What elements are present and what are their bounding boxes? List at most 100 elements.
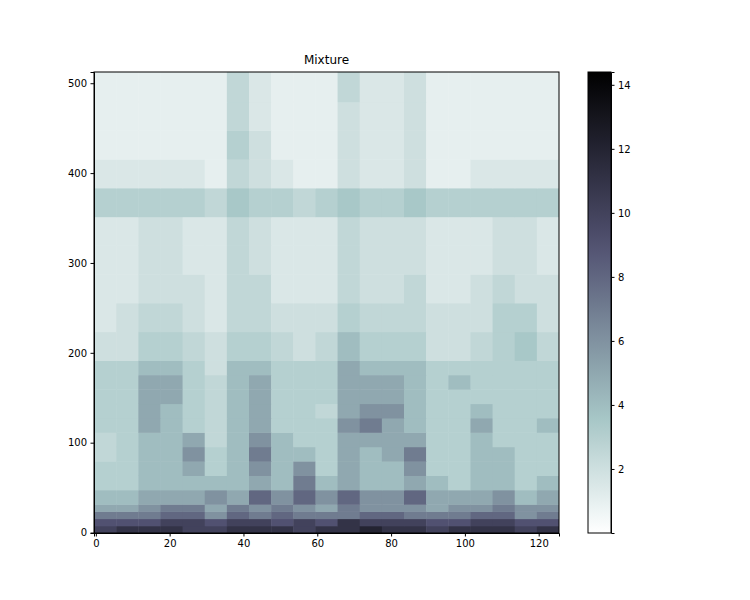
heatmap-cell (271, 475, 294, 490)
heatmap-cell (183, 72, 206, 102)
heatmap-cell (470, 72, 493, 102)
xticks-tick: 100 (456, 533, 475, 549)
heatmap-cell (94, 332, 117, 361)
heatmap-cell (183, 360, 206, 375)
heatmap-cell (360, 404, 383, 419)
heatmap-cell (183, 432, 206, 447)
heatmap-cell (515, 360, 538, 375)
heatmap-cell (227, 447, 250, 462)
heatmap-cell (360, 418, 383, 433)
heatmap-cell (205, 102, 228, 131)
heatmap-cell (537, 418, 559, 433)
heatmap-cell (470, 490, 493, 505)
heatmap-cell (315, 504, 338, 512)
heatmap-cell (448, 274, 471, 303)
heatmap-cell (138, 72, 161, 102)
heatmap-cell (470, 461, 493, 476)
xticks-tick-mark (243, 533, 244, 537)
heatmap-cell (293, 375, 316, 390)
heatmap-cell (404, 303, 427, 332)
heatmap-cell (426, 188, 449, 217)
heatmap-cell (271, 130, 294, 159)
heatmap-cell (227, 303, 250, 332)
heatmap-cell (338, 159, 361, 188)
heatmap-cell (315, 274, 338, 303)
heatmap-cell (448, 159, 471, 188)
heatmap-cell (271, 389, 294, 404)
heatmap-cell (94, 360, 117, 375)
heatmap-cell (448, 389, 471, 404)
heatmap-cell (138, 526, 161, 533)
heatmap-cell (338, 511, 361, 519)
heatmap-cell (493, 159, 516, 188)
heatmap-cell (404, 332, 427, 361)
heatmap-cell (205, 188, 228, 217)
yticks-tick: 400 (68, 168, 94, 179)
heatmap-cell (94, 490, 117, 505)
heatmap-cell (426, 72, 449, 102)
heatmap-cells (94, 72, 559, 533)
heatmap-cell (404, 490, 427, 505)
heatmap-cell (382, 504, 405, 512)
yticks-tick-label: 400 (68, 168, 87, 179)
heatmap-cell (138, 375, 161, 390)
heatmap-cell (426, 274, 449, 303)
heatmap-cell (183, 102, 206, 131)
heatmap-cell (382, 526, 405, 533)
heatmap-cell (94, 418, 117, 433)
heatmap-cell (404, 389, 427, 404)
heatmap-cell (116, 375, 139, 390)
heatmap-cell (227, 274, 250, 303)
heatmap-cell (470, 245, 493, 274)
heatmap-cell (271, 217, 294, 246)
heatmap-cell (293, 102, 316, 131)
heatmap-cell (94, 511, 117, 519)
heatmap-cell (470, 332, 493, 361)
heatmap-cell (94, 102, 117, 131)
heatmap-cell (382, 102, 405, 131)
heatmap-cell (338, 274, 361, 303)
colorbar_ticks-tick: 8 (611, 272, 624, 283)
heatmap-cell (338, 72, 361, 102)
colorbar_ticks-tick-label: 14 (618, 80, 631, 91)
heatmap-cell (493, 511, 516, 519)
heatmap-cell (315, 389, 338, 404)
heatmap-cell (515, 375, 538, 390)
colorbar_ticks-tick: 14 (611, 80, 631, 91)
heatmap-cell (493, 130, 516, 159)
heatmap-cell (426, 389, 449, 404)
heatmap-cell (537, 461, 559, 476)
heatmap-cell (315, 217, 338, 246)
xticks-tick-label: 120 (530, 538, 549, 549)
heatmap-cell (94, 526, 117, 533)
heatmap-cell (94, 504, 117, 512)
heatmap-cell (227, 217, 250, 246)
heatmap-cell (537, 303, 559, 332)
xticks-tick: 120 (530, 533, 549, 549)
heatmap-cell (138, 245, 161, 274)
heatmap-cell (515, 432, 538, 447)
heatmap-cell (426, 526, 449, 533)
heatmap-cell (426, 519, 449, 527)
heatmap-cell (249, 375, 272, 390)
heatmap-cell (116, 461, 139, 476)
heatmap-cell (315, 526, 338, 533)
heatmap-cell (470, 519, 493, 527)
colorbar_ticks-tick: 6 (611, 336, 624, 347)
heatmap-cell (404, 432, 427, 447)
heatmap-cell (160, 102, 183, 131)
heatmap-cell (470, 102, 493, 131)
heatmap-cell (249, 461, 272, 476)
heatmap-cell (537, 490, 559, 505)
xticks-tick-label: 40 (238, 538, 251, 549)
heatmap-cell (404, 526, 427, 533)
heatmap-cell (227, 461, 250, 476)
heatmap-cell (537, 188, 559, 217)
heatmap-cell (382, 519, 405, 527)
heatmap-cell (448, 511, 471, 519)
heatmap-cell (227, 360, 250, 375)
heatmap-cell (94, 519, 117, 527)
heatmap-cell (493, 504, 516, 512)
heatmap-cell (293, 188, 316, 217)
heatmap-cell (249, 217, 272, 246)
